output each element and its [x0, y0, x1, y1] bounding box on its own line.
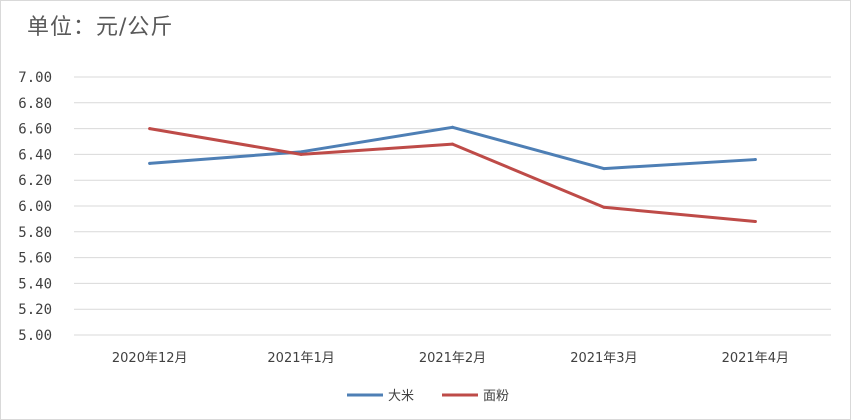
data-point [148, 127, 152, 131]
y-tick-label: 6.00 [18, 199, 52, 215]
data-point [451, 125, 454, 129]
legend: 大米 面粉 [347, 389, 509, 404]
x-category-label: 2021年3月 [570, 351, 637, 366]
y-tick-label: 6.80 [18, 96, 52, 112]
y-tick-label: 5.60 [18, 251, 52, 267]
data-point [148, 161, 152, 165]
data-point [299, 152, 303, 156]
series-line-1 [148, 127, 757, 223]
x-category-label: 2020年12月 [112, 351, 188, 366]
y-tick-label: 5.20 [18, 302, 52, 318]
x-category-label: 2021年1月 [267, 351, 334, 366]
data-point [299, 150, 303, 154]
series-lines [148, 125, 757, 223]
gridlines [74, 76, 831, 336]
legend-label: 大米 [388, 389, 414, 404]
y-axis-ticks: 7.00 6.80 6.60 6.40 6.20 6.00 5.80 5.60 5.40 5.20… [18, 70, 52, 344]
series-line-0 [148, 125, 757, 171]
x-category-label: 2021年4月 [722, 351, 789, 366]
y-tick-label: 6.60 [18, 122, 52, 138]
y-tick-label: 5.00 [18, 328, 52, 344]
y-tick-label: 5.40 [18, 276, 52, 292]
legend-label: 面粉 [483, 389, 509, 404]
unit-label: 单位：元/公斤 [27, 15, 174, 40]
x-category-label: 2021年2月 [419, 351, 486, 366]
x-axis-categories: 2020年12月 2021年1月 2021年2月 2021年3月 2021年4月 [112, 351, 789, 366]
data-point [451, 142, 454, 146]
y-tick-label: 6.40 [18, 147, 52, 163]
data-point [753, 219, 757, 223]
data-point [602, 167, 606, 171]
y-tick-label: 6.20 [18, 173, 52, 189]
data-point [753, 158, 757, 162]
y-tick-label: 5.80 [18, 225, 52, 241]
data-point [602, 205, 606, 209]
y-tick-label: 7.00 [18, 70, 52, 86]
